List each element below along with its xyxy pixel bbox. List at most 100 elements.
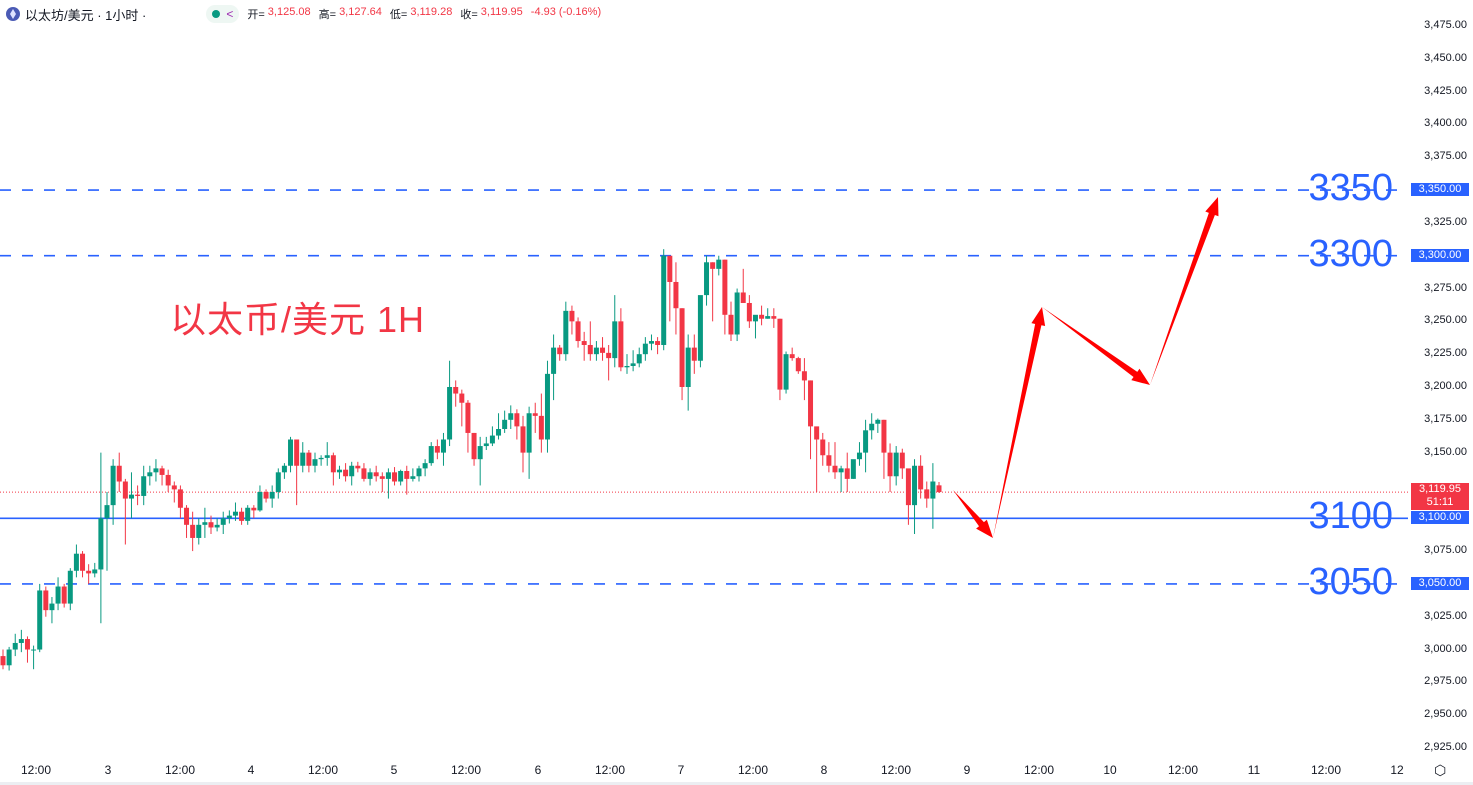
candle	[318, 455, 324, 466]
candle	[208, 515, 214, 535]
close-key: 收=	[460, 9, 478, 21]
candle	[453, 380, 459, 407]
candle	[777, 318, 783, 401]
candle	[6, 646, 12, 671]
candle	[190, 511, 196, 552]
candle	[728, 301, 734, 342]
low-key: 低=	[389, 9, 408, 21]
candle	[43, 586, 49, 617]
y-tick-label: 3,200.00	[1424, 379, 1467, 392]
candle	[300, 442, 306, 473]
candle	[306, 450, 312, 473]
candle	[636, 347, 642, 368]
forecast-arrow-3[interactable]	[1042, 307, 1150, 385]
candle	[508, 405, 514, 429]
candle	[648, 334, 654, 351]
candle	[86, 564, 92, 584]
settings-icon[interactable]: ⬡	[1434, 762, 1447, 778]
candle	[783, 351, 789, 394]
level-label-3100: 3100	[1308, 495, 1393, 538]
change-value: -4.93 (-0.16%)	[530, 6, 602, 18]
candle	[73, 544, 79, 578]
horizontal-levels[interactable]	[0, 189, 1408, 585]
y-tick-label: 2,950.00	[1424, 708, 1467, 721]
candle	[147, 465, 153, 486]
candle	[630, 350, 636, 372]
candle	[355, 461, 361, 473]
level-price-tag: 3,100.00	[1411, 511, 1469, 525]
candle	[379, 472, 385, 493]
candle	[832, 442, 838, 479]
y-tick-label: 3,250.00	[1424, 314, 1467, 327]
candle	[734, 288, 740, 342]
x-tick-label: 10	[1103, 763, 1117, 777]
y-tick-label: 3,000.00	[1424, 642, 1467, 655]
candle	[618, 308, 624, 372]
candle	[502, 410, 508, 433]
y-tick-label: 3,375.00	[1424, 150, 1467, 163]
candle	[789, 347, 795, 361]
y-tick-label: 3,325.00	[1424, 215, 1467, 228]
candle	[281, 463, 287, 479]
candle	[361, 463, 367, 482]
candle	[61, 583, 67, 608]
candle	[49, 597, 55, 624]
candle	[110, 459, 116, 525]
candle	[153, 459, 159, 482]
annotation-title[interactable]: 以太币/美元 1H	[170, 299, 426, 340]
candle	[795, 356, 801, 374]
candle	[716, 255, 722, 276]
candle	[544, 360, 550, 453]
symbol-title[interactable]: 以太坊/美元 · 1小时 ·	[25, 7, 147, 23]
candle	[447, 360, 453, 447]
candle	[226, 510, 232, 524]
candle	[330, 452, 336, 486]
candle	[373, 465, 379, 482]
candle	[844, 452, 850, 493]
candle	[820, 432, 826, 466]
candle	[722, 259, 728, 335]
candle	[288, 436, 294, 473]
candle	[336, 465, 342, 479]
y-tick-label: 2,975.00	[1424, 675, 1467, 688]
forecast-arrow-1[interactable]	[953, 490, 993, 538]
y-tick-label: 2,925.00	[1424, 740, 1467, 753]
candle	[177, 485, 183, 519]
low-value: 3,119.28	[410, 6, 453, 18]
x-tick-label: 4	[247, 763, 255, 777]
level-price-tag: 3,300.00	[1411, 248, 1469, 262]
candle	[141, 465, 147, 506]
candle	[128, 472, 134, 519]
x-tick-label: 11	[1247, 763, 1261, 777]
x-tick-label: 8	[820, 763, 828, 777]
y-tick-label: 3,150.00	[1424, 445, 1467, 458]
candle	[385, 468, 391, 499]
candle	[343, 463, 349, 482]
candle	[404, 465, 410, 495]
x-tick-label: 9	[963, 763, 971, 777]
forecast-arrows[interactable]	[953, 197, 1219, 538]
candle	[930, 463, 936, 529]
candle	[912, 459, 918, 535]
candle	[710, 262, 716, 322]
x-tick-label: 3	[104, 763, 112, 777]
candle	[12, 633, 18, 657]
forecast-arrow-2[interactable]	[993, 307, 1046, 538]
forecast-arrow-4[interactable]	[1150, 197, 1219, 385]
share-icon[interactable]: <	[226, 7, 234, 21]
current-price-value: 3,119.95	[1418, 483, 1461, 496]
x-tick-label: 12:00	[1167, 763, 1199, 777]
candle	[269, 485, 275, 508]
candle	[496, 413, 502, 440]
open-key: 开=	[247, 9, 265, 21]
status-pill[interactable]: <	[206, 5, 240, 23]
candle	[697, 295, 703, 368]
level-price-tag: 3,350.00	[1411, 183, 1469, 197]
candle	[899, 448, 905, 479]
x-tick-label: 12:00	[307, 763, 339, 777]
candle	[184, 505, 190, 538]
candle	[685, 334, 691, 411]
x-tick-label: 6	[534, 763, 542, 777]
level-label-3350: 3350	[1308, 167, 1393, 210]
